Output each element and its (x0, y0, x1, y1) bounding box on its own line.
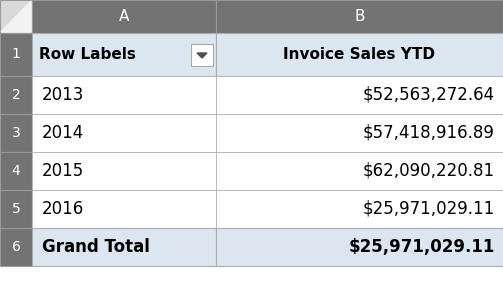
Text: 5: 5 (12, 202, 21, 216)
Text: 4: 4 (12, 164, 21, 178)
Polygon shape (197, 53, 207, 58)
Bar (216, 152, 503, 190)
Bar (32, 228, 216, 266)
Text: $57,418,916.89: $57,418,916.89 (363, 124, 495, 142)
Polygon shape (1, 1, 31, 32)
Text: $25,971,029.11: $25,971,029.11 (363, 200, 495, 218)
Text: Row Labels: Row Labels (39, 47, 136, 62)
Bar (32, 33, 216, 76)
Bar (191, 43, 213, 66)
Text: $62,090,220.81: $62,090,220.81 (363, 162, 495, 180)
Bar (0, 190, 32, 228)
Text: 2013: 2013 (42, 86, 85, 104)
Bar (216, 33, 503, 76)
Bar (32, 76, 216, 114)
Text: $52,563,272.64: $52,563,272.64 (363, 86, 495, 104)
Text: 6: 6 (12, 240, 21, 254)
Bar (0, 76, 32, 114)
Text: 2016: 2016 (42, 200, 84, 218)
Bar (0, 114, 32, 152)
Bar (216, 190, 503, 228)
Text: 3: 3 (12, 126, 21, 140)
Bar (32, 0, 216, 33)
Text: B: B (354, 9, 365, 24)
Bar (216, 0, 503, 33)
Text: 2015: 2015 (42, 162, 84, 180)
Bar (0, 0, 32, 33)
Text: 2014: 2014 (42, 124, 84, 142)
Bar (32, 190, 216, 228)
Bar (216, 114, 503, 152)
Bar (0, 152, 32, 190)
Text: Grand Total: Grand Total (42, 238, 150, 256)
Text: Invoice Sales YTD: Invoice Sales YTD (284, 47, 436, 62)
Text: 2: 2 (12, 88, 21, 102)
Bar (32, 152, 216, 190)
Bar (216, 76, 503, 114)
Text: 1: 1 (12, 47, 21, 62)
Text: A: A (119, 9, 129, 24)
Bar (0, 33, 32, 76)
Text: $25,971,029.11: $25,971,029.11 (349, 238, 495, 256)
Bar (0, 228, 32, 266)
Bar (216, 228, 503, 266)
Bar (32, 114, 216, 152)
